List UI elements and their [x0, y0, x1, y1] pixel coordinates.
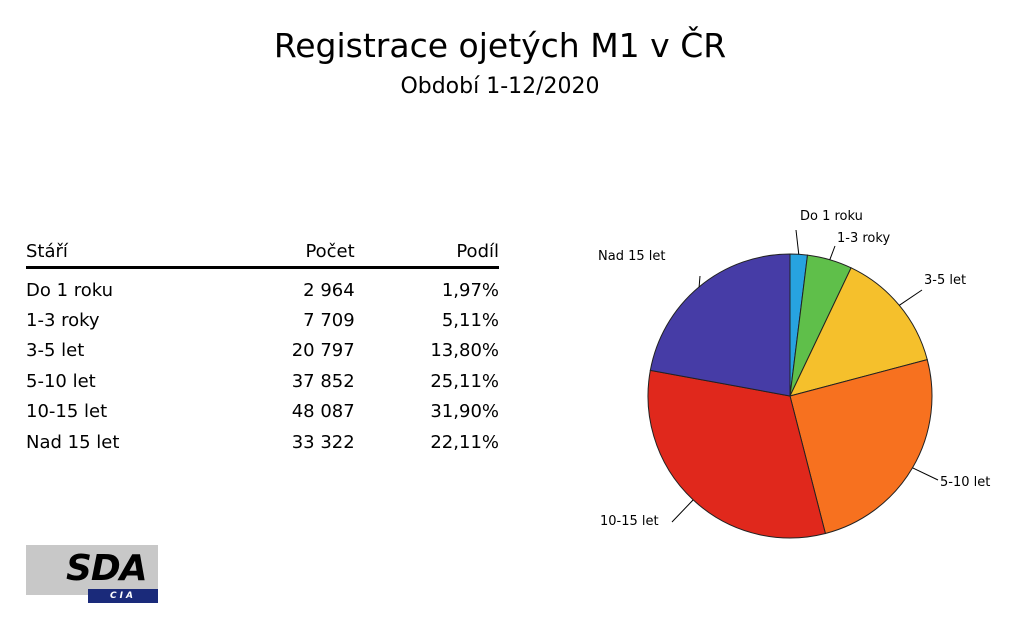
- row-count: 33 322: [291, 431, 355, 453]
- row-label: 10-15 let: [26, 401, 108, 423]
- chart-title: Registrace ojetých M1 v ČR: [273, 26, 727, 65]
- row-count: 48 087: [291, 401, 355, 423]
- slice-label-6: Nad 15 let: [598, 249, 665, 264]
- row-label: Do 1 roku: [26, 279, 114, 301]
- table-row: 10-15 let 48 087 31,90%: [26, 397, 499, 427]
- slice-label-4: 5-10 let: [940, 475, 990, 490]
- row-share: 5,11%: [441, 310, 499, 332]
- column-header-share: Podíl: [354, 236, 499, 269]
- table-body: Do 1 roku 2 964 1,97% 1-3 roky 7 709 5,1…: [26, 268, 499, 458]
- column-header-age: Stáří: [26, 236, 223, 269]
- table-row: 5-10 let 37 852 25,11%: [26, 366, 499, 396]
- pie-chart: Do 1 roku 1-3 roky 3-5 let 5-10 let 10-15 le…: [598, 209, 990, 539]
- leader-line-1: [795, 229, 800, 255]
- row-count: 7 709: [303, 310, 355, 332]
- slice-label-3: 3-5 let: [924, 273, 966, 288]
- data-table: Stáří Počet Podíl Do 1 roku 2 964 1,97% …: [26, 236, 499, 457]
- row-count: 20 797: [291, 340, 355, 362]
- leader-line-5: [671, 499, 694, 523]
- row-share: 31,90%: [430, 401, 499, 423]
- row-label: 5-10 let: [26, 370, 96, 392]
- leader-line-4: [912, 467, 939, 481]
- leader-line-6: [698, 275, 701, 287]
- row-count: 37 852: [291, 370, 355, 392]
- leader-line-3: [899, 289, 923, 306]
- table-row: Do 1 roku 2 964 1,97%: [26, 268, 499, 306]
- table-row: Nad 15 let 33 322 22,11%: [26, 427, 499, 457]
- pie-slice-5: [647, 369, 827, 539]
- logo-text: SDA: [66, 548, 148, 589]
- pie-slice-4: [789, 359, 933, 535]
- sda-logo: SDA CIA: [26, 545, 158, 605]
- table-row: 3-5 let 20 797 13,80%: [26, 336, 499, 366]
- table-header-row: Stáří Počet Podíl: [26, 236, 499, 269]
- row-label: 3-5 let: [26, 340, 85, 362]
- row-label: 1-3 roky: [26, 310, 100, 332]
- logo-subtext: CIA: [88, 589, 158, 603]
- chart-subtitle: Období 1-12/2020: [400, 74, 600, 99]
- pie-slice-6: [649, 253, 791, 397]
- row-count: 2 964: [303, 279, 355, 301]
- pie-slice-3: [789, 267, 928, 397]
- table-row: 1-3 roky 7 709 5,11%: [26, 305, 499, 335]
- table-header: Stáří Počet Podíl: [26, 236, 499, 269]
- row-label: Nad 15 let: [26, 431, 120, 453]
- row-share: 1,97%: [441, 279, 499, 301]
- column-header-count: Počet: [222, 236, 355, 269]
- slice-label-5: 10-15 let: [600, 514, 659, 529]
- row-share: 13,80%: [430, 340, 499, 362]
- leader-line-2: [829, 245, 836, 260]
- row-share: 25,11%: [430, 370, 499, 392]
- row-share: 22,11%: [430, 431, 499, 453]
- slice-label-1: Do 1 roku: [800, 209, 863, 224]
- logo-background: [26, 545, 158, 595]
- slice-label-2: 1-3 roky: [837, 231, 890, 246]
